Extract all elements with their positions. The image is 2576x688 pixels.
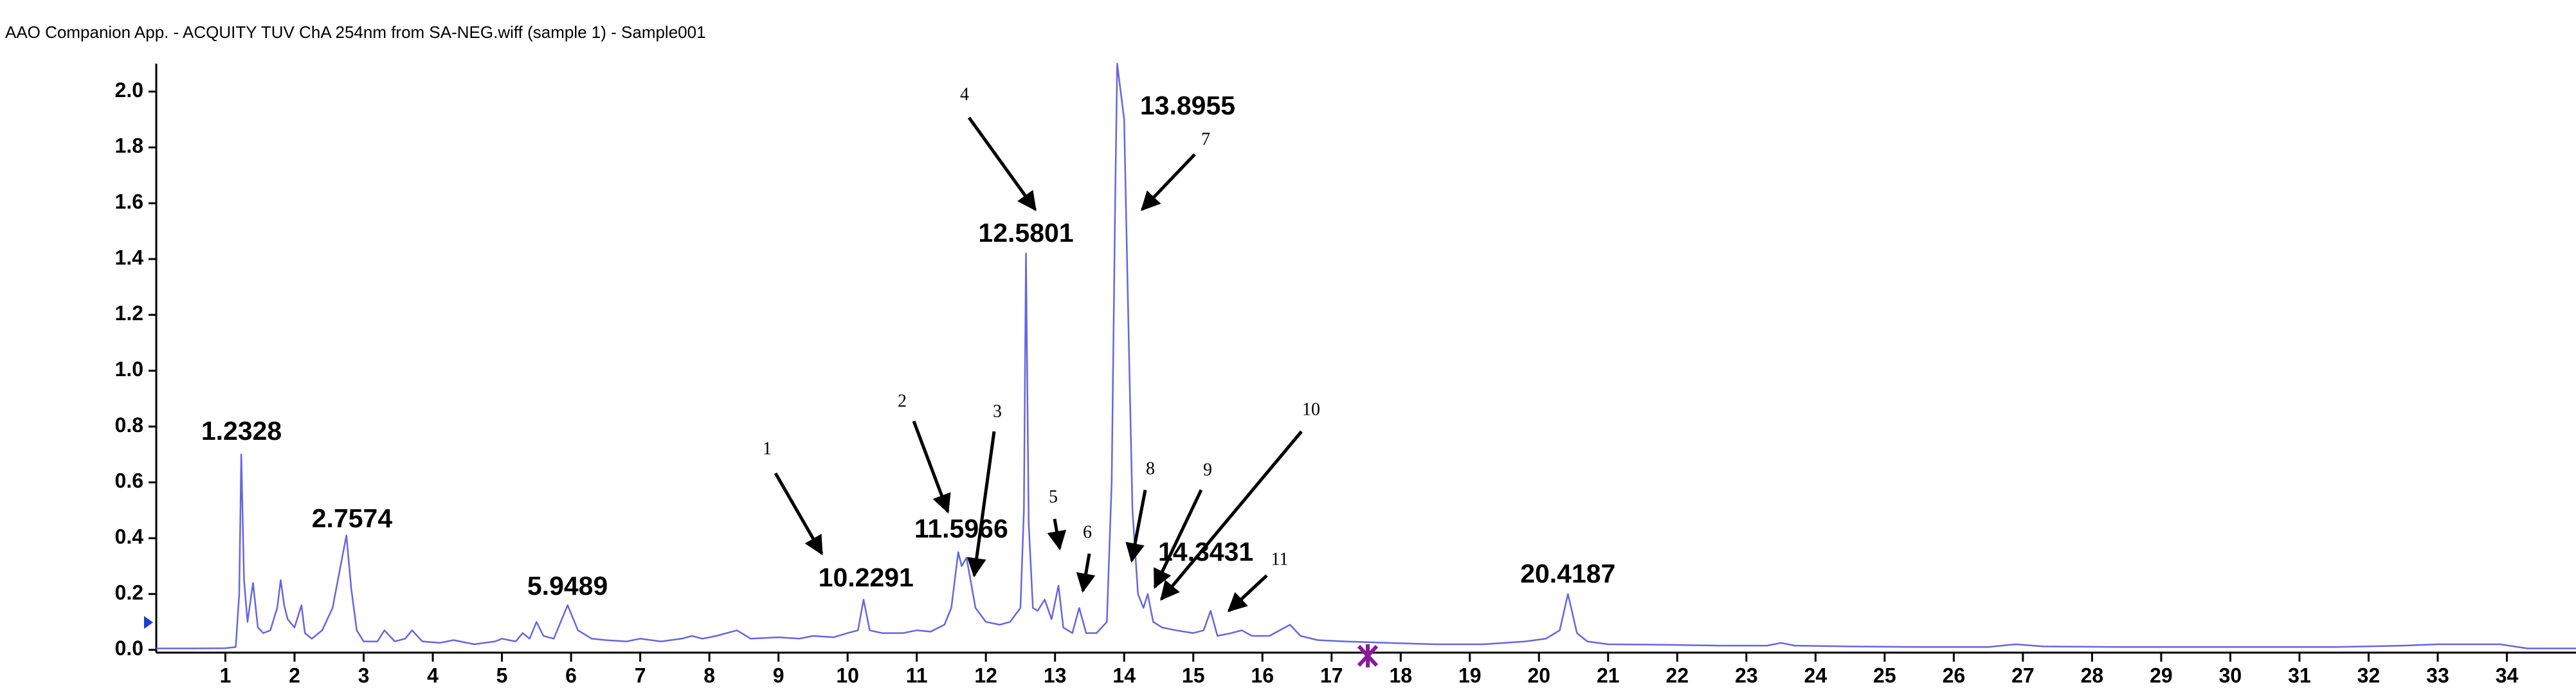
annotation-arrow [774,472,824,556]
annotation-arrow [1047,518,1067,550]
arrow-label: 11 [1271,549,1289,569]
arrow-label: 2 [898,391,907,411]
x-tick-label: 5 [496,664,508,687]
annotation-arrow [1160,430,1303,601]
x-tick-label: 6 [565,664,577,687]
x-tick-label: 27 [2011,664,2035,687]
x-tick-label: 31 [2288,664,2311,687]
peak-label: 1.2328 [201,416,282,446]
x-tick-label: 24 [1804,664,1828,687]
y-tick-label: 0.4 [115,525,144,548]
peak-label: 2.7574 [312,503,393,533]
x-tick-label: 19 [1458,664,1482,687]
peak-label: 11.5966 [914,514,1008,543]
peak-label: 10.2291 [819,563,914,592]
chart-title: AAO Companion App. - ACQUITY TUV ChA 254… [5,23,706,42]
arrow-label: 9 [1203,460,1212,480]
x-tick-label: 25 [1873,664,1896,687]
x-tick-label: 33 [2426,664,2449,687]
x-tick-label: 4 [427,664,439,687]
x-tick-label: 2 [289,664,300,687]
x-tick-label: 18 [1389,664,1412,687]
annotation-arrow [1140,153,1196,212]
x-tick-label: 17 [1320,664,1343,687]
x-tick-label: 32 [2357,664,2381,687]
peak-label: 13.8955 [1140,91,1235,120]
x-tick-label: 14 [1112,664,1136,687]
peak-label: 5.9489 [527,571,608,601]
x-tick-label: 8 [703,664,715,687]
x-tick-label: 16 [1251,664,1274,687]
x-tick-label: 10 [836,664,859,687]
annotation-arrow [966,431,996,577]
y-tick-label: 1.0 [115,358,143,381]
arrow-label: 1 [763,439,772,458]
x-tick-label: 29 [2150,664,2173,687]
arrow-label: 3 [993,401,1002,421]
y-tick-label: 1.2 [115,302,143,325]
y-tick-label: 0.8 [115,413,143,437]
x-tick-label: 34 [2496,664,2519,687]
arrow-label: 8 [1146,458,1155,478]
x-tick-label: 15 [1182,664,1205,687]
baseline-marker [144,616,153,629]
annotation-arrow [967,116,1037,212]
x-tick-label: 20 [1527,664,1550,687]
x-tick-label: 1 [220,664,231,687]
y-tick-label: 2.0 [115,78,143,102]
x-tick-label: 21 [1597,664,1620,687]
y-tick-label: 1.4 [115,246,144,269]
x-tick-label: 23 [1735,664,1758,687]
annotation-arrow [1227,574,1268,613]
y-tick-label: 0.2 [115,581,143,604]
annotation-arrow [912,421,951,514]
peak-label: 20.4187 [1520,559,1615,588]
annotation-arrow [1125,489,1147,563]
y-tick-label: 1.8 [115,134,143,158]
x-tick-label: 30 [2219,664,2242,687]
arrow-label: 10 [1302,399,1320,419]
y-tick-label: 0.6 [115,469,143,493]
x-tick-label: 3 [358,664,370,687]
y-tick-label: 1.6 [115,190,143,213]
x-tick-label: 26 [1943,664,1966,687]
x-tick-label: 11 [906,664,928,687]
arrow-label: 6 [1083,522,1092,542]
y-tick-label: 0.0 [115,637,143,660]
event-marker [1357,644,1379,667]
arrow-label: 5 [1049,487,1058,507]
arrow-label: 7 [1201,129,1210,149]
x-tick-label: 7 [635,664,646,687]
x-tick-label: 12 [974,664,997,687]
annotation-arrow [1076,553,1096,593]
x-tick-label: 22 [1666,664,1689,687]
x-tick-label: 13 [1044,664,1067,687]
peak-label: 12.5801 [978,218,1073,248]
x-tick-label: 28 [2081,664,2104,687]
trace [156,62,2576,649]
x-tick-label: 9 [773,664,785,687]
annotation-arrow [1153,489,1203,589]
arrow-label: 4 [960,84,969,104]
peak-label: 14.3431 [1158,537,1253,566]
